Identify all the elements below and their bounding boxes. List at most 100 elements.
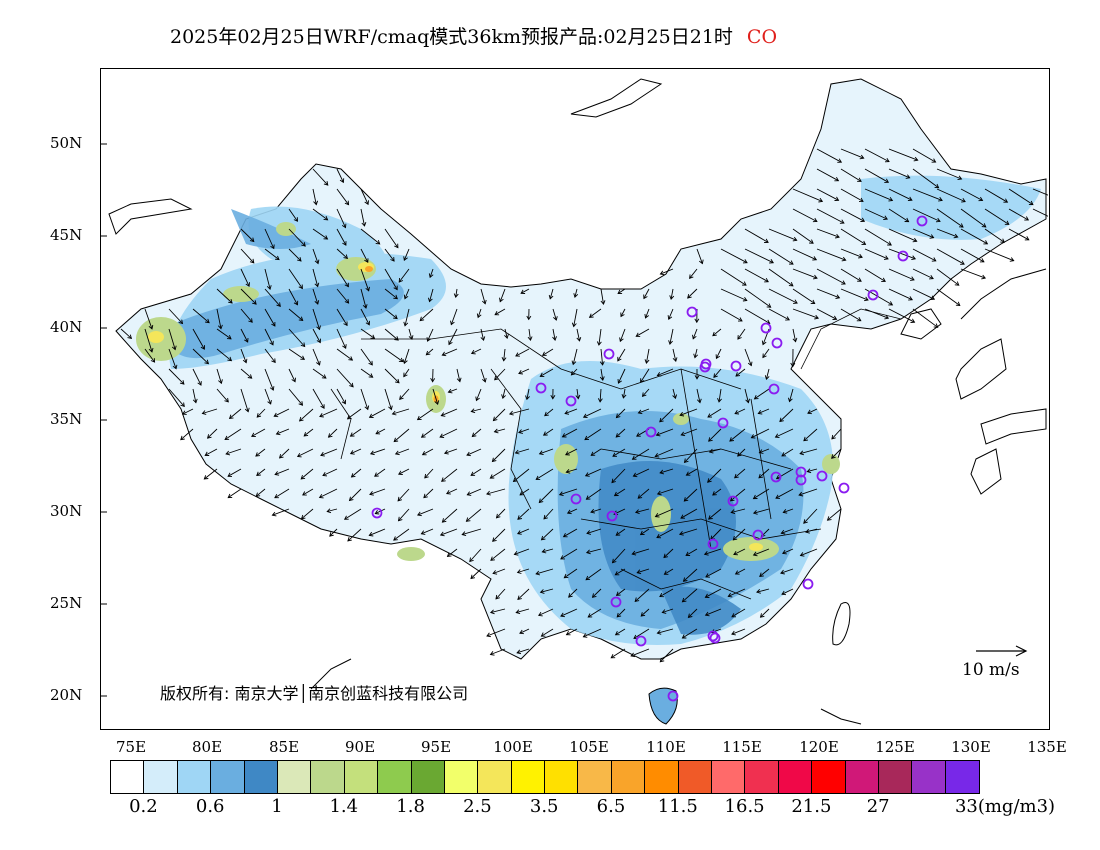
wind-arrowhead: [539, 589, 545, 594]
wind-arrowhead: [318, 493, 324, 499]
wind-arrow: [542, 348, 554, 356]
wind-arrowhead: [636, 432, 641, 437]
wind-arrow: [912, 188, 943, 201]
wind-arrowhead: [881, 277, 886, 282]
wind-reference-arrow: [976, 645, 1028, 657]
wind-arrowhead: [678, 530, 684, 536]
wind-arrow: [302, 488, 314, 496]
wind-arrow: [519, 488, 530, 496]
wind-arrow: [744, 288, 771, 308]
wind-arrow: [384, 268, 398, 290]
wind-arrowhead: [274, 255, 280, 261]
wind-arrow: [475, 388, 482, 401]
wind-arrow: [888, 188, 913, 201]
wind-arrowhead: [573, 293, 579, 298]
wind-arrow: [753, 548, 770, 556]
wind-arrowhead: [929, 234, 935, 239]
wind-arrowhead: [756, 588, 761, 594]
wind-arrow: [444, 448, 458, 454]
wind-arrowhead: [368, 373, 374, 378]
colorbar-label: 3.5: [529, 796, 559, 817]
wind-arrowhead: [519, 491, 525, 496]
wind-arrowhead: [495, 513, 501, 519]
wind-arrowhead: [960, 260, 965, 265]
wind-arrowhead: [616, 612, 622, 618]
wind-arrow: [645, 308, 650, 319]
wind-arrowhead: [302, 491, 307, 496]
wind-arrowhead: [731, 630, 736, 636]
wind-arrowhead: [343, 515, 349, 520]
wind-arrow: [840, 268, 862, 282]
lat-label-45n: 45N: [50, 226, 83, 244]
wind-arrowhead: [249, 258, 255, 264]
wind-arrow: [240, 288, 257, 305]
wind-arrow: [543, 428, 554, 436]
wind-arrowhead: [826, 516, 832, 521]
wind-arrow: [336, 308, 348, 326]
wind-arrowhead: [643, 294, 648, 300]
wind-arrowhead: [227, 472, 233, 477]
wind-arrow: [705, 568, 722, 578]
wind-arrowhead: [614, 571, 620, 576]
wind-arrowhead: [667, 315, 673, 320]
wind-arrow: [759, 448, 770, 454]
wind-arrow: [864, 188, 893, 201]
wind-arrowhead: [256, 471, 261, 477]
station-marker: [752, 529, 764, 541]
wind-arrowhead: [752, 509, 758, 515]
wind-arrow: [403, 248, 410, 261]
colorbar-swatch: [878, 761, 913, 793]
wind-arrowhead: [300, 474, 306, 480]
coastlines: [108, 78, 1047, 725]
wind-arrow: [384, 368, 400, 384]
wind-arrowhead: [203, 475, 209, 480]
wind-arrowhead: [273, 412, 279, 418]
wind-arrowhead: [391, 410, 397, 416]
wind-arrowhead: [343, 254, 349, 259]
wind-arrowhead: [1028, 200, 1034, 206]
wind-arrow: [576, 328, 580, 341]
wind-arrowhead: [150, 358, 156, 363]
wind-arrowhead: [954, 281, 960, 286]
wind-arrow: [369, 408, 386, 418]
wind-arrowhead: [615, 433, 621, 438]
wind-arrow: [681, 428, 698, 436]
wind-arrow: [781, 588, 794, 595]
wind-arrow: [350, 448, 362, 455]
wind-arrow: [329, 528, 338, 537]
wind-arrowhead: [539, 372, 545, 377]
station-marker: [717, 417, 729, 429]
wind-arrow: [264, 388, 272, 405]
wind-arrow: [480, 288, 486, 304]
wind-arrow: [240, 328, 249, 343]
wind-arrow: [279, 448, 290, 459]
wind-arrowhead: [275, 430, 281, 436]
wind-arrowhead: [541, 548, 547, 554]
wind-arrowhead: [750, 434, 756, 439]
station-marker: [707, 538, 719, 550]
wind-arrow: [264, 308, 276, 327]
wind-arrow: [192, 368, 202, 386]
wind-arrowhead: [242, 358, 248, 364]
station-marker: [770, 471, 782, 483]
wind-arrowhead: [704, 611, 710, 617]
station-marker: [565, 395, 577, 407]
wind-arrowhead: [441, 351, 447, 357]
wind-arrow: [516, 608, 530, 614]
wind-arrowhead: [466, 491, 472, 496]
wind-arrow: [448, 328, 458, 345]
wind-arrow: [300, 468, 314, 480]
wind-arrow: [1008, 208, 1029, 221]
wind-arrow: [584, 428, 602, 440]
wind-arrowhead: [860, 217, 866, 222]
wind-arrowhead: [248, 318, 253, 323]
wind-arrowhead: [571, 360, 577, 366]
wind-arrowhead: [461, 531, 467, 537]
wind-arrow: [798, 488, 818, 496]
wind-arrowhead: [398, 357, 404, 363]
wind-arrowhead: [256, 413, 262, 418]
wind-arrow: [615, 628, 626, 636]
wind-arrowhead: [785, 316, 790, 321]
colorbar-label: 1.8: [396, 796, 425, 817]
wind-arrowhead: [416, 415, 422, 421]
